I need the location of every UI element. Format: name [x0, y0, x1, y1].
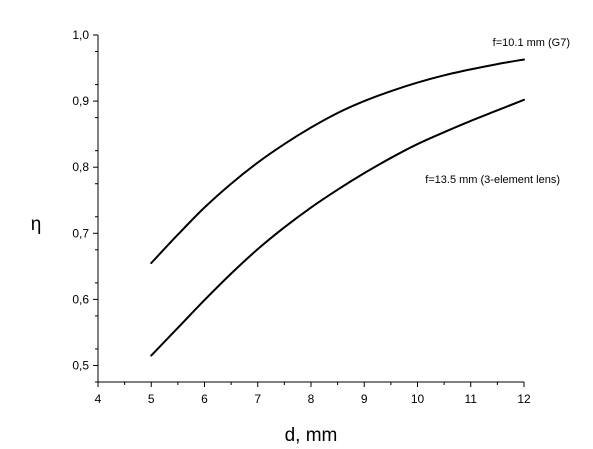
- series-group: [150, 58, 525, 357]
- y-tick-label-0.5: 0,5: [72, 358, 89, 372]
- y-tick-label-1: 1,0: [72, 28, 89, 42]
- series-label-g7: f=10.1 mm (G7): [493, 37, 570, 49]
- series-label-3-element-lens: f=13.5 mm (3-element lens): [425, 174, 560, 186]
- y-ticks: 0,5 0,6 0,7 0,8 0,9 1,0: [72, 28, 98, 383]
- x-tick-label-6: 6: [201, 392, 208, 406]
- y-axis-title: η: [31, 214, 42, 235]
- x-tick-label-12: 12: [517, 392, 531, 406]
- x-tick-label-8: 8: [308, 392, 315, 406]
- x-tick-label-5: 5: [148, 392, 155, 406]
- y-tick-label-0.9: 0,9: [72, 94, 89, 108]
- series-line-3-element-lens: [150, 98, 525, 357]
- x-ticks: 4 5 6 7 8 9 10 11 12: [95, 382, 531, 406]
- x-tick-label-7: 7: [254, 392, 261, 406]
- x-tick-label-10: 10: [411, 392, 425, 406]
- y-tick-label-0.7: 0,7: [72, 226, 89, 240]
- y-tick-label-0.6: 0,6: [72, 292, 89, 306]
- x-tick-label-11: 11: [465, 392, 478, 406]
- y-tick-label-0.8: 0,8: [72, 160, 89, 174]
- x-axis-title: d, mm: [285, 425, 338, 446]
- x-tick-label-4: 4: [95, 392, 102, 406]
- x-tick-label-9: 9: [361, 392, 368, 406]
- series-line-g7: [150, 58, 525, 265]
